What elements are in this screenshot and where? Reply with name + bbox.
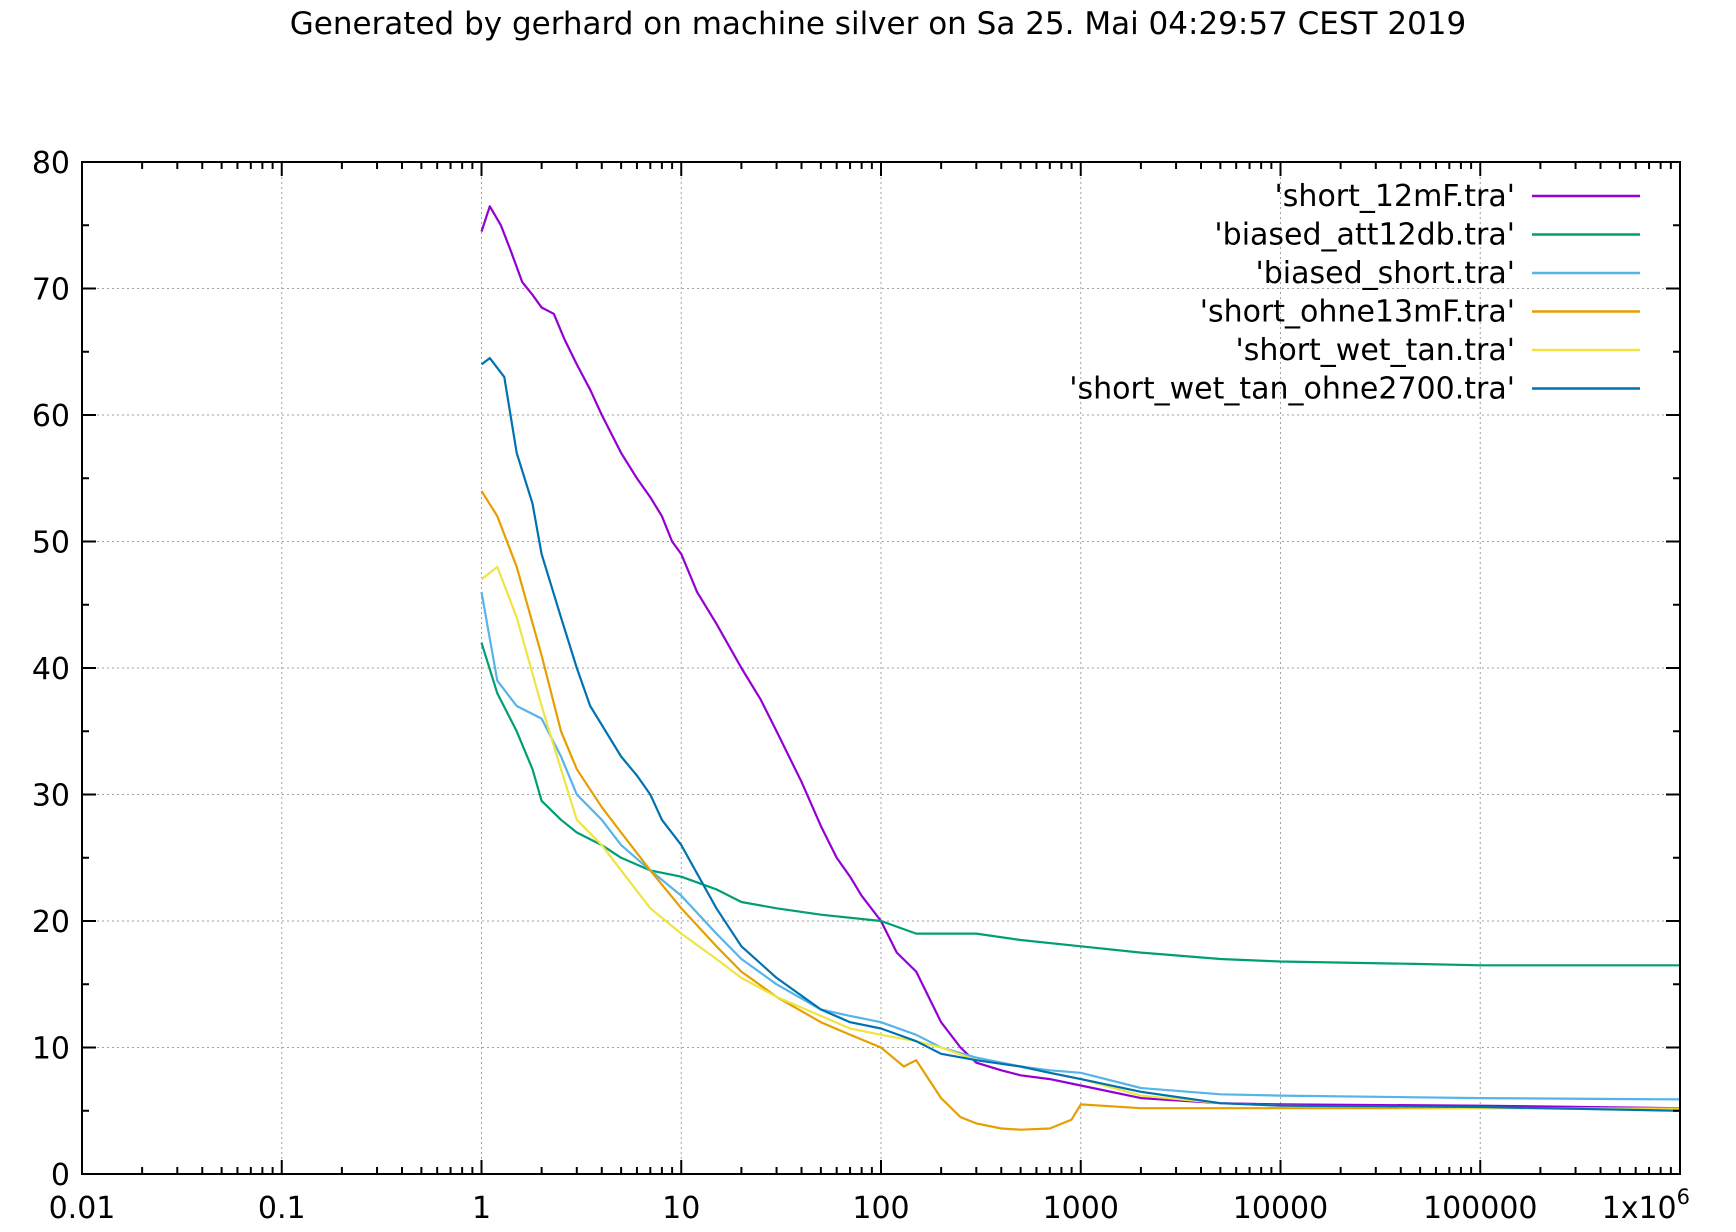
y-tick-label: 0 — [51, 1158, 70, 1193]
y-tick-label: 30 — [32, 779, 70, 814]
series-line-1 — [480, 205, 1681, 1110]
x-tick-label: 1 — [472, 1191, 491, 1226]
x-tick-label: 0.1 — [258, 1191, 306, 1226]
x-tick-label-text: 100000 — [1423, 1191, 1538, 1226]
x-tick-label-text: 1 — [472, 1191, 491, 1226]
y-tick-labels: 0 10 20 30 40 50 60 70 80 — [32, 146, 70, 1193]
legend: 'short_12mF.tra' 'biased_att12db.tra''bia… — [1069, 179, 1640, 407]
y-tick-label: 40 — [32, 652, 70, 687]
series-line-5 — [480, 565, 1681, 1111]
legend-label: 'biased_short.tra' — [1256, 256, 1516, 291]
series-line-4 — [480, 490, 1680, 1131]
x-tick-label-text: 10 — [662, 1191, 700, 1226]
x-tick-label: 10000 — [1233, 1191, 1328, 1226]
grid-lines — [82, 162, 1680, 1174]
x-tick-label-text: 1x10 — [1602, 1191, 1677, 1226]
series-line-2 — [480, 642, 1680, 967]
chart-title: Generated by gerhard on machine silver o… — [290, 6, 1467, 42]
x-tick-label: 1x106 — [1602, 1185, 1690, 1226]
x-tick-label: 10 — [662, 1191, 700, 1226]
y-tick-label: 60 — [32, 399, 70, 434]
y-tick-label: 80 — [32, 146, 70, 181]
x-tick-label-text: 10000 — [1233, 1191, 1328, 1226]
x-tick-label-text: 1000 — [1043, 1191, 1119, 1226]
legend-label: 'biased_att12db.tra' — [1214, 218, 1515, 253]
legend-label: 'short_ohne13mF.tra' — [1200, 295, 1515, 330]
plot-series — [480, 205, 1681, 1131]
x-tick-label-text: 0.01 — [49, 1191, 116, 1226]
legend-label: 'short_12mF.tra' — [1275, 179, 1515, 214]
x-tick-labels: 0.01 0.1 1 10 100 1000 10000 100000 1x106 — [49, 1185, 1690, 1226]
x-tick-label: 1000 — [1043, 1191, 1119, 1226]
x-tick-label: 100000 — [1423, 1191, 1538, 1226]
y-tick-label: 50 — [32, 526, 70, 561]
y-tick-label: 10 — [32, 1032, 70, 1067]
x-tick-label: 100 — [852, 1191, 909, 1226]
x-tick-label-text: 100 — [852, 1191, 909, 1226]
x-tick-label-exponent: 6 — [1677, 1185, 1690, 1209]
x-tick-label: 0.01 — [49, 1191, 116, 1226]
axis-ticks — [81, 161, 1681, 1175]
legend-label: 'short_wet_tan_ohne2700.tra' — [1069, 372, 1515, 407]
y-tick-label: 70 — [32, 273, 70, 308]
y-tick-label: 20 — [32, 905, 70, 940]
legend-label: 'short_wet_tan.tra' — [1235, 333, 1515, 368]
series-line-6 — [480, 357, 1681, 1112]
x-tick-label-text: 0.1 — [258, 1191, 306, 1226]
